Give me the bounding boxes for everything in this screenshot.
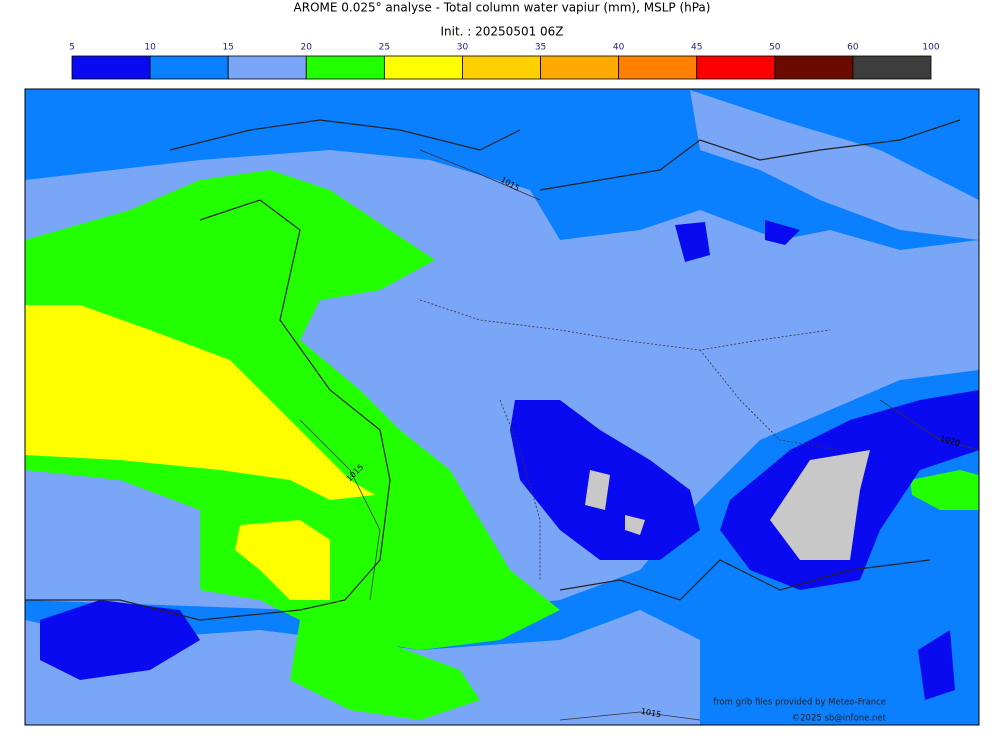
colorbar-tick-label: 100 (922, 43, 939, 53)
water-vapour-5-10 (40, 600, 200, 680)
colorbar-tick-label: 50 (769, 43, 781, 53)
colorbar-tick-label: 20 (301, 43, 313, 53)
water-vapour-25-30 (235, 520, 330, 600)
colorbar-tick-label: 10 (144, 43, 156, 53)
colorbar-segment (227, 55, 307, 80)
water-vapour-0-5 (770, 450, 870, 560)
copyright: ©2025 sb@infone.net (792, 714, 887, 724)
water-vapour-20-25 (25, 170, 560, 650)
border (419, 299, 841, 580)
water-vapour-0-5 (585, 470, 645, 535)
colorbar-segment (852, 55, 932, 80)
colorbar-tick-label: 30 (457, 43, 469, 53)
isobar-label: 1015 (640, 707, 662, 719)
colorbar-segment (71, 55, 151, 80)
colorbar-segment (149, 55, 229, 80)
isobar (299, 149, 979, 721)
water-vapour-25-30 (25, 305, 375, 500)
colorbar-tick-label: 40 (613, 43, 625, 53)
source-credit: from grib files provided by Meteo-France (713, 698, 886, 708)
title: AROME 0.025° analyse - Total column wate… (294, 1, 711, 15)
colorbar-segment (696, 55, 776, 80)
water-vapour-5-10 (675, 220, 955, 700)
colorbar-segment (383, 55, 463, 80)
colorbar-segment (462, 55, 541, 80)
map-frame (24, 88, 980, 726)
coastline (25, 119, 961, 621)
colorbar-tick-label: 25 (379, 43, 390, 53)
colorbar-segment (774, 55, 854, 80)
init-time: Init. : 20250501 06Z (440, 25, 563, 39)
water-vapour-20-25 (290, 620, 480, 720)
colorbar-segment (305, 55, 385, 80)
map (25, 89, 979, 725)
colorbar-tick-label: 15 (222, 43, 233, 53)
colorbar-segment (618, 55, 698, 80)
colorbar: 5 10 15 20 25 30 35 40 45 50 60 100 (69, 43, 940, 80)
water-vapour-15-20 (690, 90, 979, 240)
colorbar-tick-label: 45 (691, 43, 702, 53)
colorbar-tick-label: 5 (69, 43, 75, 53)
colorbar-tick-label: 60 (847, 43, 859, 53)
colorbar-segment (540, 55, 620, 80)
colorbar-tick-label: 35 (535, 43, 546, 53)
water-vapour-20-25 (910, 470, 979, 510)
